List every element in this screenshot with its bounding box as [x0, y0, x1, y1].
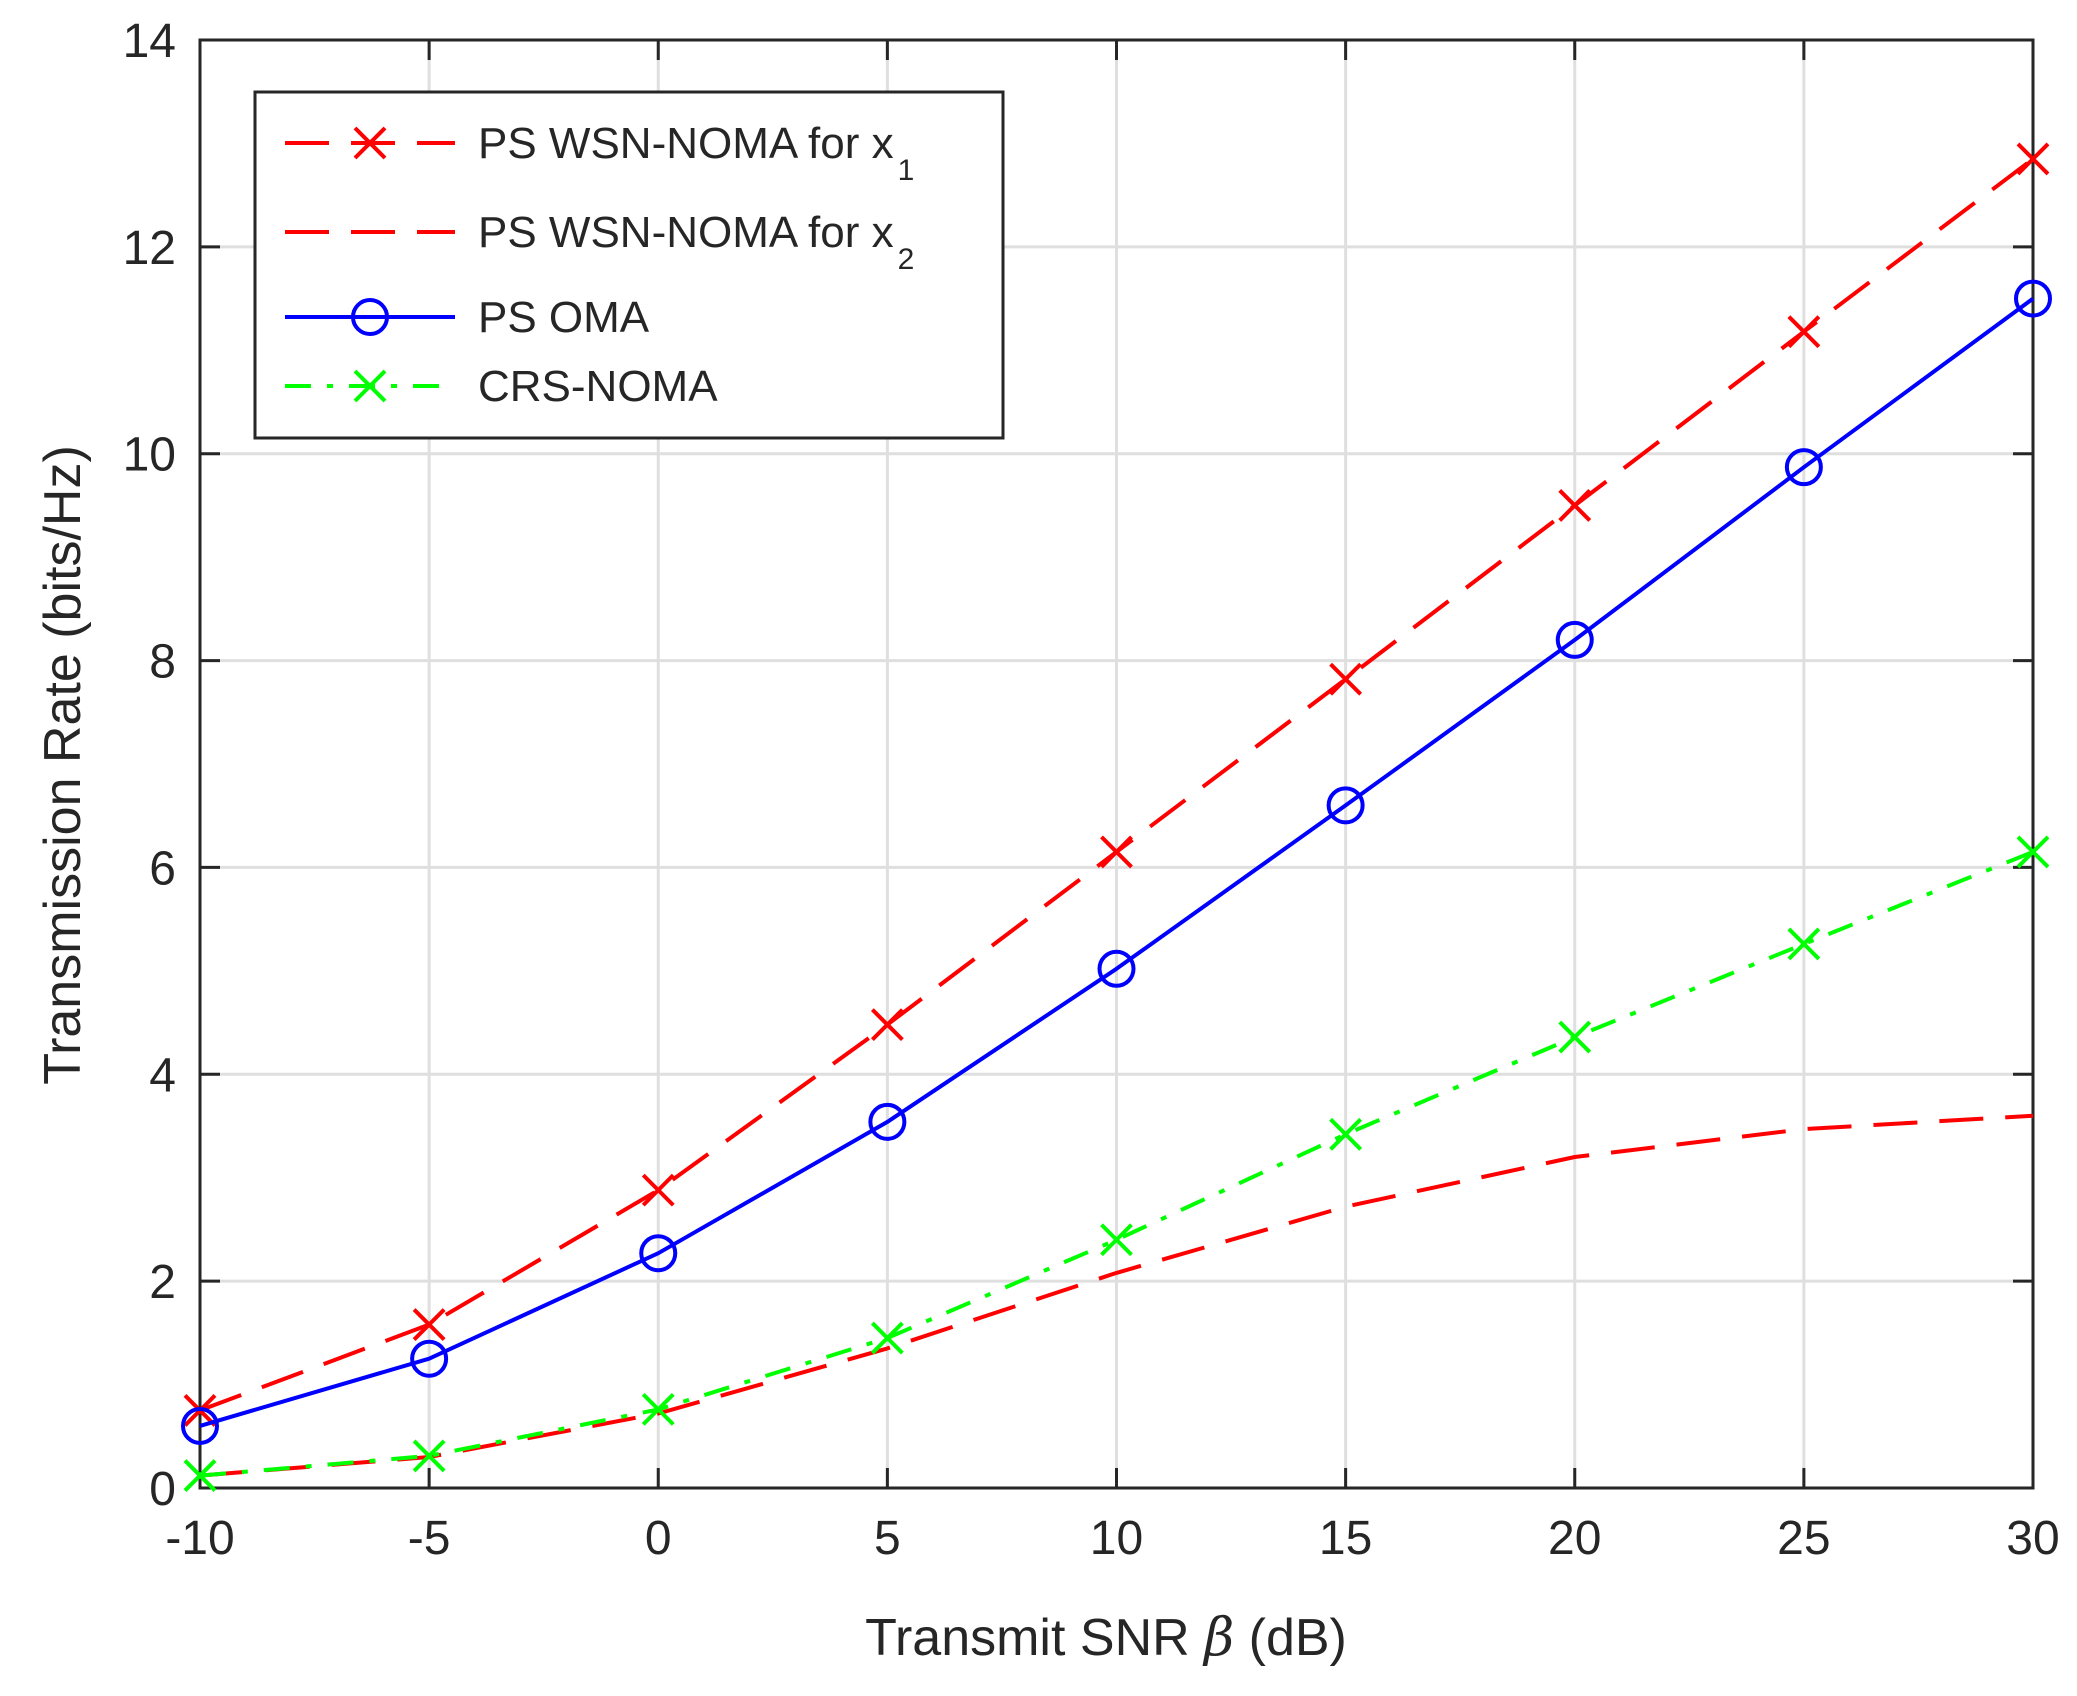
series-line — [199, 1113, 2034, 1478]
x-tick-label: 30 — [2006, 1512, 2059, 1565]
series-crs-noma — [183, 835, 2050, 1493]
x-tick-label: 20 — [1548, 1512, 1601, 1565]
x-axis-title: Transmit SNR β (dB) — [865, 1608, 1347, 1668]
x-tick-label: -5 — [408, 1512, 451, 1565]
data-point — [410, 1339, 449, 1378]
data-point — [1100, 1223, 1133, 1257]
data-point — [412, 1308, 446, 1341]
data-point — [1097, 949, 1136, 988]
series-group — [181, 142, 2052, 1493]
data-point — [1558, 1020, 1592, 1054]
data-point — [1555, 620, 1594, 659]
y-axis-title: Transmission Rate (bits/Hz) — [34, 445, 92, 1085]
data-point — [870, 1321, 904, 1355]
y-tick-label: 2 — [149, 1256, 176, 1309]
legend-marker — [353, 126, 387, 160]
y-tick-label: 14 — [123, 15, 176, 68]
legend-label: PS OMA — [478, 293, 650, 342]
data-point — [1329, 1117, 1363, 1151]
data-point — [641, 1392, 675, 1426]
legend-marker — [353, 369, 387, 403]
y-tick-label: 8 — [149, 636, 176, 689]
data-point — [183, 1459, 217, 1493]
legend-marker — [351, 298, 389, 336]
x-tick-label: 25 — [1777, 1512, 1830, 1565]
y-tick-label: 12 — [123, 222, 176, 275]
data-point — [1784, 448, 1823, 487]
x-axis-title-after: (dB) — [1234, 1609, 1347, 1667]
legend-item-ps-oma: PS OMA — [285, 293, 650, 342]
series-ps-wsn-noma-for-x2 — [199, 1113, 2034, 1478]
data-point — [2016, 835, 2050, 869]
data-point — [1326, 786, 1365, 825]
data-point — [2014, 279, 2052, 318]
data-point — [412, 1439, 446, 1473]
series-line — [199, 850, 2034, 1478]
beta-symbol: β — [1202, 1608, 1234, 1668]
data-point — [870, 1008, 904, 1042]
x-axis-title-before: Transmit SNR — [865, 1609, 1204, 1667]
x-tick-label: 5 — [874, 1512, 901, 1565]
data-point — [1558, 489, 1592, 522]
axes — [198, 38, 2035, 1490]
data-point — [1787, 927, 1821, 961]
x-tick-label: 15 — [1319, 1512, 1372, 1565]
data-point — [181, 1406, 219, 1445]
x-tick-label: -10 — [165, 1512, 234, 1565]
legend-label: CRS-NOMA — [478, 362, 718, 411]
y-tick-label: 4 — [149, 1049, 176, 1102]
y-tick-label: 0 — [149, 1463, 176, 1516]
legend-item-crs-noma: CRS-NOMA — [285, 362, 718, 411]
data-point — [2016, 142, 2050, 176]
data-point — [1329, 662, 1363, 696]
data-point — [1787, 315, 1821, 349]
x-tick-label: 0 — [645, 1512, 672, 1565]
data-point — [641, 1173, 675, 1207]
legend-box — [253, 90, 1005, 440]
legend-subscript: 1 — [898, 154, 915, 187]
series-line — [199, 296, 2035, 1428]
y-tick-label: 6 — [149, 842, 176, 895]
data-point — [639, 1234, 678, 1273]
series-ps-oma — [181, 279, 2052, 1445]
x-tick-label: 10 — [1090, 1512, 1143, 1565]
legend-subscript: 2 — [898, 243, 915, 276]
data-point — [868, 1102, 907, 1141]
series-ps-wsn-noma-for-x1 — [183, 142, 2050, 1427]
data-point — [1100, 835, 1133, 869]
y-tick-label: 10 — [123, 429, 176, 482]
